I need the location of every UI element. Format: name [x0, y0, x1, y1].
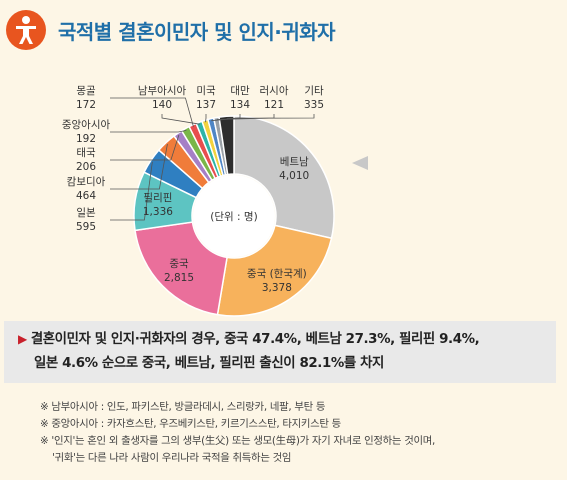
summary-box: ▶ 결혼이민자 및 인지·귀화자의 경우, 중국 47.4%, 베트남 27.3%…	[4, 321, 556, 383]
slice-label-대만: 대만	[230, 85, 250, 97]
leader-line-기타	[226, 114, 315, 119]
footnotes: ※ 남부아시아 : 인도, 파키스탄, 방글라데시, 스리랑카, 네팔, 부탄 …	[40, 399, 555, 467]
header: 국적별 결혼이민자 및 인지·귀화자	[6, 8, 336, 52]
slice-label-캄보디아: 캄보디아	[67, 176, 106, 188]
leader-line-남부아시아	[161, 114, 200, 125]
slice-중국	[134, 221, 228, 316]
slice-베트남	[233, 115, 335, 240]
leader-line-태국	[110, 134, 180, 161]
slice-value-일본: 595	[76, 221, 96, 233]
slice-label-중앙아시아: 중앙아시아	[62, 119, 111, 131]
slice-중국-한국계	[216, 224, 333, 317]
slice-label-필리핀: 필리핀	[143, 192, 172, 204]
slice-value-기타: 335	[304, 99, 324, 111]
slice-label-남부아시아: 남부아시아	[138, 85, 187, 97]
slice-label-중국: 중국	[169, 258, 189, 270]
slice-value-필리핀: 1,336	[143, 206, 173, 218]
slice-label-기타: 기타	[304, 85, 324, 97]
page-title: 국적별 결혼이민자 및 인지·귀화자	[58, 19, 336, 44]
summary-line-2: 일본 4.6% 순으로 중국, 베트남, 필리핀 출신이 82.1%를 차지	[34, 356, 384, 371]
note-recognition: ※ '인지'는 혼인 외 출생자를 그의 생부(生父) 또는 생모(生母)가 자…	[40, 435, 435, 447]
slice-value-중국-한국계: 3,378	[262, 282, 292, 294]
slice-value-중앙아시아: 192	[76, 133, 96, 145]
slice-label-몽골: 몽골	[76, 85, 96, 97]
slice-value-중국: 2,815	[164, 272, 194, 284]
slice-value-러시아: 121	[264, 99, 284, 111]
slice-value-남부아시아: 140	[152, 99, 172, 111]
slice-label-미국: 미국	[196, 85, 216, 97]
note-naturalization: '귀화'는 다른 나라 사람이 우리나라 국적을 취득하는 것임	[52, 452, 292, 464]
note-south-asia: ※ 남부아시아 : 인도, 파키스탄, 방글라데시, 스리랑카, 네팔, 부탄 …	[40, 401, 326, 413]
slice-label-중국-한국계: 중국 (한국계)	[247, 268, 307, 280]
slice-value-미국: 137	[196, 99, 216, 111]
slice-label-일본: 일본	[76, 206, 96, 219]
bullet-triangle-icon: ▶	[18, 332, 27, 346]
unit-label: (단위 : 명)	[210, 210, 257, 223]
slice-value-몽골: 172	[76, 99, 96, 111]
slice-label-베트남: 베트남	[280, 156, 309, 168]
slice-label-러시아: 러시아	[260, 85, 289, 97]
leader-line-일본	[110, 161, 153, 221]
slice-value-캄보디아: 464	[76, 190, 96, 202]
slice-기타	[218, 115, 235, 176]
summary-line-1: 결혼이민자 및 인지·귀화자의 경우, 중국 47.4%, 베트남 27.3%,…	[30, 332, 480, 347]
person-icon	[6, 10, 46, 50]
slice-value-태국: 206	[76, 161, 96, 173]
donut-chart: 베트남 4,010 중국 (한국계) 3,378 중국 2,815 필리핀 1,336 일본 59…	[62, 85, 368, 317]
leader-line-몽골	[110, 97, 194, 127]
leader-line-중앙아시아	[110, 129, 187, 133]
slice-value-베트남: 4,010	[279, 170, 309, 182]
donut-hole	[193, 175, 275, 257]
note-central-asia: ※ 중앙아시아 : 카자흐스탄, 우즈베키스탄, 키르기스스탄, 타지키스탄 등	[40, 418, 341, 430]
pointer-triangle-icon	[352, 156, 368, 170]
slice-value-대만: 134	[230, 99, 250, 111]
leader-line-캄보디아	[110, 144, 168, 190]
slice-label-태국: 태국	[76, 147, 96, 159]
